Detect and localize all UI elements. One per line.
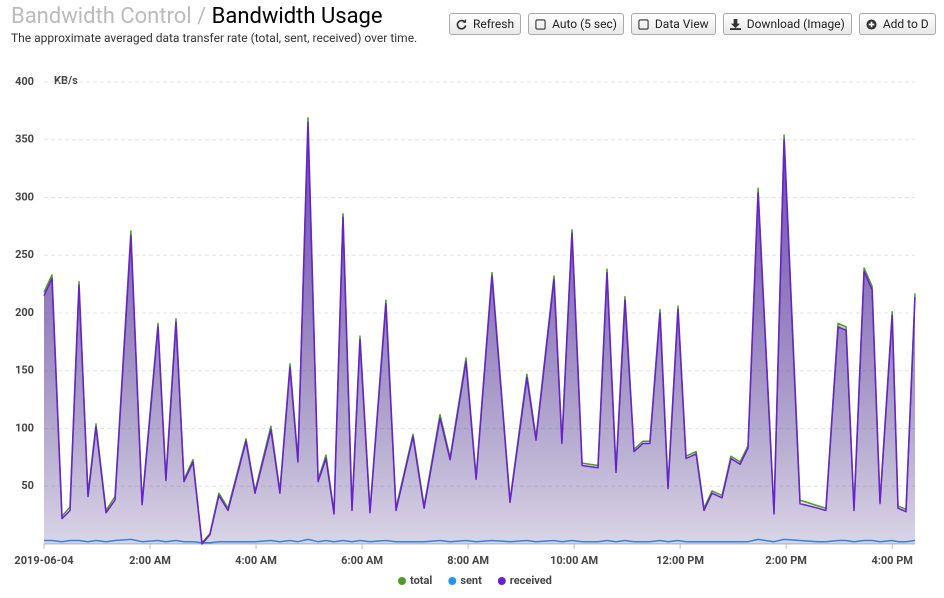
legend-marker xyxy=(398,577,406,585)
x-tick-label: 4:00 PM xyxy=(871,554,913,567)
x-tick-label: 10:00 AM xyxy=(550,554,598,567)
y-axis-label: KB/s xyxy=(54,74,78,87)
y-tick-label: 350 xyxy=(15,133,34,146)
legend-marker xyxy=(497,577,506,585)
button-label: Download (Image) xyxy=(746,17,845,31)
refresh-button[interactable]: Refresh xyxy=(449,13,522,35)
breadcrumb-link[interactable]: Bandwidth Control xyxy=(11,4,192,29)
legend-label: total xyxy=(410,574,432,587)
separator: / xyxy=(197,4,207,29)
button-label: Add to D xyxy=(882,17,929,31)
breadcrumb: Bandwidth Control / Bandwidth Usage xyxy=(11,4,417,29)
y-tick-label: 250 xyxy=(15,248,34,261)
series-area xyxy=(44,122,915,545)
download-button[interactable]: Download (Image) xyxy=(722,13,852,35)
auto-button[interactable]: Auto (5 sec) xyxy=(528,13,624,35)
x-tick-label: 12:00 PM xyxy=(656,554,704,567)
y-tick-label: 200 xyxy=(15,306,34,319)
y-tick-label: 150 xyxy=(15,364,34,377)
button-label: Auto (5 sec) xyxy=(552,17,617,31)
y-tick-label: 50 xyxy=(21,479,34,492)
add-button[interactable]: Add to D xyxy=(858,13,936,35)
x-tick-label: 6:00 AM xyxy=(341,554,383,567)
description: The approximate averaged data transfer r… xyxy=(11,31,418,45)
x-tick-label: 4:00 AM xyxy=(235,554,277,567)
series-line xyxy=(43,121,916,545)
y-tick-label: 100 xyxy=(15,421,34,434)
legend-label: sent xyxy=(460,574,482,587)
legend-label: received xyxy=(510,574,552,587)
x-tick-label: 2:00 AM xyxy=(129,554,171,567)
toolbar: Refresh Auto (5 sec) Data View Download … xyxy=(449,13,944,35)
legend-marker xyxy=(448,577,457,585)
x-tick-label: 8:00 AM xyxy=(447,554,489,567)
x-tick-label: 2019-06-04 xyxy=(14,554,74,567)
data-view-button[interactable]: Data View xyxy=(630,13,716,35)
header: Bandwidth Control / Bandwidth Usage The … xyxy=(11,4,417,45)
page-title: Bandwidth Usage xyxy=(211,4,383,29)
y-tick-label: 400 xyxy=(15,75,34,88)
button-label: Data View xyxy=(654,17,709,31)
y-tick-label: 300 xyxy=(15,190,34,203)
x-tick-label: 2:00 PM xyxy=(765,554,807,567)
button-label: Refresh xyxy=(473,17,515,31)
